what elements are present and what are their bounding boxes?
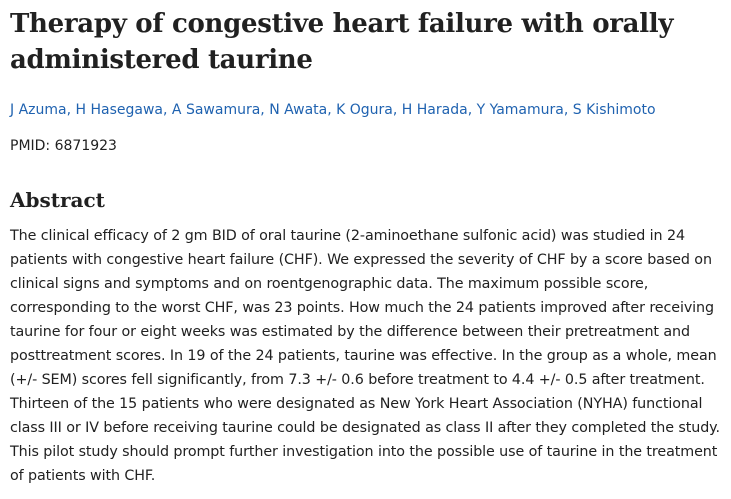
author-link[interactable]: Y Yamamura: [476, 102, 564, 118]
author-link[interactable]: K Ogura: [336, 102, 393, 118]
abstract-heading: Abstract: [10, 188, 105, 212]
abstract-text: The clinical efficacy of 2 gm BID of ora…: [10, 228, 720, 484]
author-link[interactable]: A Sawamura: [171, 102, 261, 118]
author-link[interactable]: H Hasegawa: [75, 102, 164, 118]
author-link[interactable]: H Harada: [401, 102, 468, 118]
author-list: J Azuma, H Hasegawa, A Sawamura, N Awata…: [10, 102, 656, 118]
author-link[interactable]: J Azuma: [10, 102, 67, 118]
pmid-label: PMID: 6871923: [10, 138, 117, 154]
author-link[interactable]: S Kishimoto: [572, 102, 656, 118]
article-title: Therapy of congestive heart failure with…: [10, 9, 674, 75]
author-link[interactable]: N Awata: [269, 102, 328, 118]
